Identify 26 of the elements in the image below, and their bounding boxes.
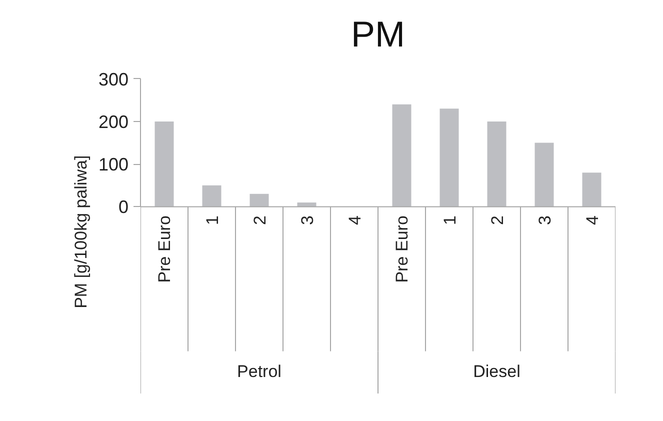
bar — [440, 108, 459, 207]
bar — [154, 121, 174, 207]
x-tick-label: 1 — [440, 216, 460, 226]
x-tick-label: Pre Euro — [392, 216, 412, 283]
x-tick-label: 4 — [582, 216, 602, 226]
y-tick-label: 0 — [118, 197, 129, 218]
x-tick-label: 2 — [250, 216, 270, 226]
chart-title: PM — [351, 14, 405, 54]
bar — [392, 104, 412, 207]
x-tick-label: 3 — [535, 216, 554, 226]
text: Petrol — [237, 362, 282, 381]
x-tick-label: 2 — [488, 216, 507, 226]
y-tick-label: 300 — [98, 69, 129, 90]
bar — [250, 194, 269, 207]
y-axis-title: PM [g/100kg paliwa] — [71, 155, 90, 308]
x-tick-label: 1 — [202, 216, 222, 226]
x-tick-label: 4 — [345, 216, 364, 226]
y-tick-label: 100 — [98, 154, 129, 175]
bar — [487, 121, 506, 207]
bar — [534, 142, 554, 207]
bar — [202, 185, 222, 207]
y-tick-label: 200 — [98, 112, 129, 132]
x-tick-label: 3 — [298, 216, 317, 226]
text: Diesel — [473, 362, 520, 381]
bar — [582, 172, 602, 207]
x-tick-label: Pre Euro — [154, 216, 174, 283]
